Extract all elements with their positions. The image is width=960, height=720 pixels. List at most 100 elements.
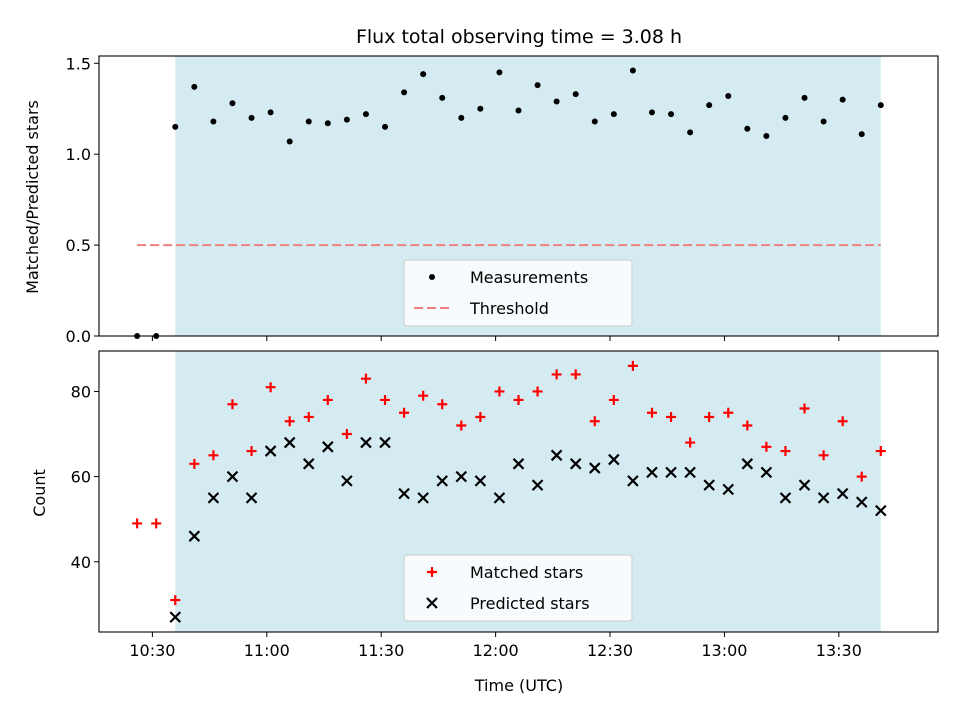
- matched-stars-point: [208, 450, 219, 461]
- predicted-stars-point: [569, 458, 582, 470]
- predicted-stars-point: [703, 479, 715, 491]
- bottom-series-matched-stars: [132, 360, 886, 606]
- top-y-axis-label: Matched/Predicted stars: [23, 100, 42, 294]
- measurement-point: [343, 116, 350, 123]
- legend-matched-swatch: [427, 567, 437, 577]
- predicted-stars-point: [417, 492, 429, 504]
- matched-stars-point: [284, 416, 295, 427]
- predicted-stars-point: [264, 445, 277, 457]
- legend-label: Measurements: [470, 268, 588, 287]
- predicted-stars-point: [245, 492, 258, 504]
- measurement-point: [248, 114, 255, 121]
- matched-stars-point: [437, 399, 448, 410]
- matched-stars-point: [494, 386, 505, 397]
- predicted-stars-point: [741, 458, 754, 470]
- bottom-legend: Matched stars Predicted stars: [403, 554, 633, 622]
- bottom-panel-counts: 40 60 80 10:30 11:00 11:30 12:00 12:30 13:00 13:3…: [71, 350, 939, 660]
- matched-stars-point: [246, 446, 257, 457]
- measurement-point: [191, 83, 198, 90]
- matched-stars-point: [170, 595, 181, 606]
- bottom-x-axis-label: Time (UTC): [474, 676, 563, 695]
- matched-stars-point: [666, 411, 677, 422]
- top-legend: Measurements Threshold: [403, 259, 633, 327]
- measurement-point: [553, 98, 560, 105]
- bottom-x-tick-label: 13:30: [816, 641, 862, 660]
- matched-stars-point: [799, 403, 810, 414]
- measurement-point: [305, 118, 312, 125]
- matched-stars-point: [360, 373, 371, 384]
- predicted-stars-point: [322, 441, 334, 453]
- measurement-point: [477, 105, 484, 112]
- predicted-stars-point: [817, 492, 830, 504]
- matched-stars-point: [723, 407, 734, 418]
- bottom-y-axis-label: Count: [30, 469, 49, 517]
- matched-stars-point: [570, 369, 581, 380]
- bottom-y-tick-label: 40: [71, 553, 91, 572]
- measurement-point: [610, 111, 617, 118]
- matched-stars-point: [227, 399, 238, 410]
- bottom-x-tick-label: 10:30: [129, 641, 175, 660]
- predicted-stars-point: [302, 458, 315, 470]
- matched-stars-point: [132, 518, 143, 529]
- legend-box: [403, 554, 633, 622]
- bottom-x-tick-label: 13:00: [701, 641, 747, 660]
- predicted-stars-point: [188, 530, 201, 542]
- measurement-point: [668, 111, 675, 118]
- matched-stars-point: [780, 446, 791, 457]
- predicted-stars-point: [398, 487, 410, 500]
- measurement-point: [267, 109, 274, 116]
- matched-stars-point: [151, 518, 162, 529]
- predicted-stars-point: [341, 475, 353, 487]
- matched-stars-point: [761, 441, 772, 452]
- measurement-point: [687, 129, 694, 136]
- measurement-point: [801, 94, 808, 101]
- predicted-stars-point: [360, 436, 372, 449]
- matched-stars-point: [685, 437, 696, 448]
- top-y-tick-label: 0.0: [66, 327, 91, 346]
- predicted-stars-point: [512, 458, 525, 470]
- matched-stars-point: [837, 416, 848, 427]
- matched-stars-point: [875, 446, 886, 457]
- measurement-point: [820, 118, 827, 125]
- bottom-axes-frame: [98, 350, 939, 633]
- measurement-point: [210, 118, 217, 125]
- legend-box: [403, 259, 633, 327]
- predicted-stars-point: [379, 436, 391, 449]
- matched-stars-point: [704, 411, 715, 422]
- predicted-stars-point: [455, 470, 468, 483]
- top-y-tick-label: 1.5: [66, 54, 91, 73]
- predicted-stars-point: [550, 449, 563, 462]
- predicted-stars-point: [779, 492, 792, 504]
- matched-stars-point: [322, 394, 333, 405]
- measurement-point: [515, 107, 522, 114]
- predicted-stars-point: [875, 504, 887, 517]
- bottom-series-predicted-stars: [169, 436, 887, 623]
- predicted-stars-point: [493, 492, 506, 504]
- measurement-point: [591, 118, 598, 125]
- matched-stars-point: [475, 411, 486, 422]
- top-axes-frame: [98, 55, 939, 337]
- measurement-point: [572, 91, 579, 98]
- measurement-point: [496, 69, 503, 76]
- matched-stars-point: [418, 390, 429, 401]
- top-y-tick-label: 1.0: [66, 145, 91, 164]
- predicted-stars-point: [588, 462, 601, 474]
- measurement-point: [534, 82, 541, 89]
- measurement-point: [706, 102, 713, 109]
- matched-stars-point: [265, 382, 276, 393]
- predicted-stars-point: [760, 466, 773, 479]
- matched-stars-point: [818, 450, 829, 461]
- predicted-stars-point: [474, 475, 487, 487]
- measurement-point: [420, 71, 427, 78]
- measurement-point: [458, 114, 465, 121]
- matched-stars-point: [589, 416, 600, 427]
- predicted-stars-point: [207, 492, 220, 504]
- matched-stars-point: [513, 394, 524, 405]
- predicted-stars-point: [684, 466, 696, 479]
- matched-stars-point: [456, 420, 467, 431]
- measurement-point: [782, 114, 789, 121]
- measurement-point: [401, 89, 408, 96]
- predicted-stars-point: [722, 483, 735, 496]
- measurement-point: [629, 67, 636, 74]
- bottom-x-tick-label: 11:30: [358, 641, 404, 660]
